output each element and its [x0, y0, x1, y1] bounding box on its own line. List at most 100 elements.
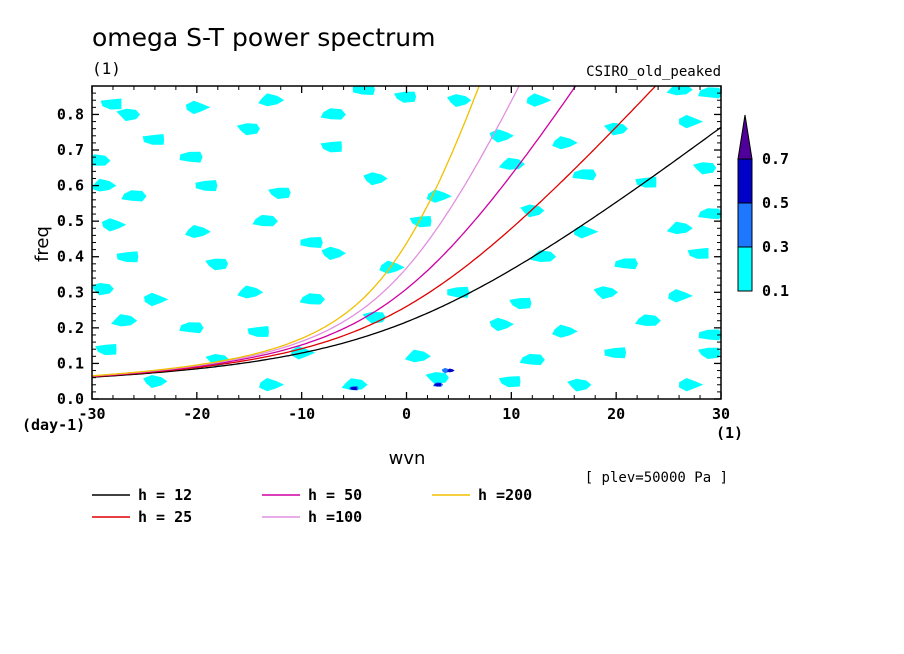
contour-patch — [237, 285, 264, 299]
legend-label: h = 12 — [138, 486, 192, 504]
x-tick-label: 10 — [502, 405, 520, 423]
dispersion-curve — [92, 86, 520, 377]
dispersion-curve — [92, 86, 657, 378]
contour-patch — [635, 314, 661, 326]
contour-patch — [121, 190, 147, 202]
contour-patch — [393, 91, 417, 103]
contour-patch — [92, 178, 117, 192]
chart-subtitle: (1) — [92, 59, 121, 78]
dispersion-curve — [92, 86, 480, 377]
x-tick-label: 20 — [607, 405, 625, 423]
contour-patch — [526, 93, 552, 107]
y-tick-label: 0.4 — [57, 248, 84, 266]
contour-patch — [179, 151, 203, 163]
contour-patch — [101, 218, 127, 232]
contour-patch — [678, 378, 704, 392]
contour-patch — [320, 141, 342, 153]
y-tick-label: 0.3 — [57, 283, 84, 301]
contour-patch — [379, 260, 405, 274]
contour-patch — [195, 180, 218, 192]
contour-patch — [236, 123, 260, 136]
contour-patch — [341, 378, 368, 391]
contour-patch — [95, 344, 117, 356]
legend-label: h = 50 — [308, 486, 362, 504]
contour-patch — [603, 122, 628, 136]
contour-patch — [116, 108, 141, 122]
contour-patch — [574, 225, 599, 239]
contour-patch — [593, 286, 618, 300]
contour-patch — [268, 187, 291, 199]
contour-patch — [530, 250, 557, 262]
contour-patch — [509, 297, 532, 310]
contour-patch — [552, 324, 578, 338]
colorbar-segment — [737, 202, 753, 248]
contour-patch — [352, 86, 375, 95]
contour-patch — [687, 247, 709, 259]
contour-patch — [666, 86, 693, 96]
contour-patch — [698, 329, 721, 341]
colorbar-label: 0.7 — [762, 150, 789, 168]
contour-patch — [614, 258, 638, 270]
contour-patch — [447, 286, 470, 298]
y-tick-label: 0.8 — [57, 105, 84, 123]
contour-patch — [426, 189, 452, 203]
contour-patch — [300, 237, 323, 248]
colorbar-label: 0.5 — [762, 194, 789, 212]
y-axis: 0.0 0.1 0.2 0.3 0.4 0.5 0.6 0.7 0.8 — [57, 92, 721, 408]
contour-patch — [698, 208, 721, 220]
x-unit-label: (1) — [716, 424, 743, 442]
contour-patch — [668, 289, 693, 303]
contour-shading — [92, 86, 721, 392]
y-unit-label: (day-1) — [22, 416, 85, 434]
contour-patch — [320, 108, 346, 120]
x-tick-label: -20 — [183, 405, 210, 423]
contour-patch — [604, 347, 627, 359]
contour-patch — [321, 246, 346, 260]
dispersion-curves — [92, 86, 721, 378]
legend-label: h =200 — [478, 486, 532, 504]
x-axis-label: wvn — [389, 448, 426, 469]
contour-patch — [498, 157, 525, 170]
contour-patch — [692, 162, 717, 175]
contour-patch — [185, 225, 211, 238]
contour-patch — [258, 93, 285, 107]
contour-patch — [447, 368, 455, 373]
contour-patch — [252, 214, 278, 227]
colorbar-label: 0.3 — [762, 238, 789, 256]
contour-patch — [143, 375, 168, 388]
contour-patch — [100, 98, 122, 110]
contour-patch — [409, 216, 432, 228]
y-tick-label: 0.0 — [57, 390, 84, 408]
contour-patch — [362, 311, 386, 324]
contour-patch — [572, 169, 597, 181]
chart-title: omega S-T power spectrum — [92, 23, 436, 52]
x-axis: -30 -20 -10 0 10 20 30 — [78, 86, 730, 423]
contour-patch — [144, 292, 169, 307]
y-tick-label: 0.5 — [57, 212, 84, 230]
dispersion-curve — [92, 126, 721, 378]
level-note: [ plev=50000 Pa ] — [585, 470, 728, 486]
y-tick-label: 0.6 — [57, 177, 84, 195]
colorbar-segment — [737, 158, 753, 204]
contour-patch — [205, 258, 229, 271]
contour-patch — [142, 134, 165, 145]
contour-patch — [697, 347, 721, 359]
contour-patch — [179, 322, 204, 334]
contour-patch — [489, 317, 514, 332]
contour-patch — [489, 129, 514, 143]
y-tick-label: 0.7 — [57, 141, 84, 159]
contour-patch — [567, 378, 592, 392]
dispersion-curve — [92, 86, 577, 377]
contour-patch — [116, 251, 139, 263]
contour-patch — [666, 221, 693, 235]
contour-patch — [498, 376, 521, 388]
contour-patch — [441, 367, 452, 374]
y-tick-label: 0.2 — [57, 319, 84, 337]
contour-patch — [92, 154, 111, 166]
contour-patch — [299, 293, 325, 305]
contour-patch — [679, 114, 704, 129]
legend: h = 12 h = 25 h = 50 h =100 h =200 — [92, 486, 532, 526]
colorbar-label: 0.1 — [762, 282, 789, 300]
colorbar: 0.1 0.3 0.5 0.7 — [737, 114, 789, 300]
contour-patch — [698, 87, 721, 99]
